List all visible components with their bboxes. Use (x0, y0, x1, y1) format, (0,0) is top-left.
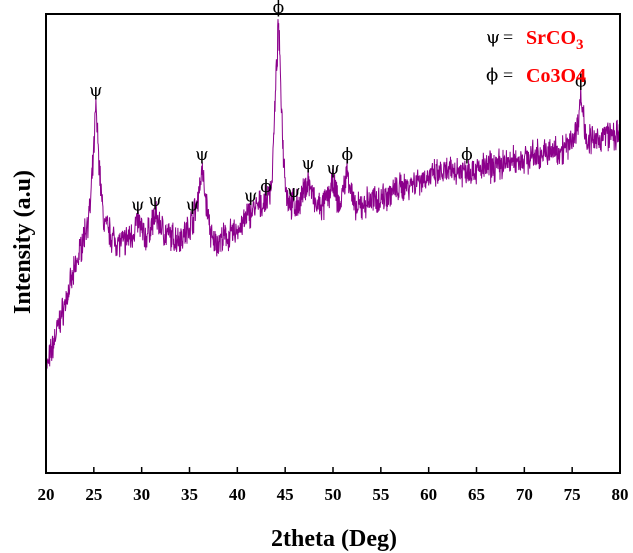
peak-marker: ψ (195, 145, 208, 165)
peak-marker: ϕ (273, 0, 285, 18)
peak-marker: ψ (287, 182, 300, 202)
x-tick-label: 40 (229, 485, 246, 504)
legend-entry-srco3: ψ = SrCO3 (486, 27, 584, 53)
plot-area (45, 19, 621, 380)
peak-marker: ψ (131, 196, 144, 216)
x-tick-label: 55 (372, 485, 389, 504)
x-tick-label: 60 (420, 485, 437, 504)
x-tick-label: 20 (38, 485, 55, 504)
legend-formula-co3o4: Co3O4 (526, 65, 586, 87)
x-tick-label: 45 (277, 485, 294, 504)
legend-psi-symbol: ψ (486, 27, 500, 48)
x-tick-label: 30 (133, 485, 150, 504)
x-axis-ticks: 20 25 30 35 40 45 50 55 60 65 70 75 80 (38, 467, 629, 504)
peak-marker: ϕ (260, 177, 272, 197)
xrd-series-line (45, 19, 621, 380)
y-axis-label: Intensity (a.u) (10, 170, 36, 314)
peak-marker: ψ (326, 159, 339, 179)
x-axis-label: 2theta (Deg) (271, 526, 397, 552)
peak-marker: ψ (301, 154, 314, 174)
peak-marker: ϕ (575, 72, 587, 92)
peak-marker: ψ (186, 196, 199, 216)
peak-marker: ψ (89, 81, 102, 101)
legend: ψ = SrCO3 ϕ = Co3O4 (486, 27, 586, 87)
x-tick-label: 65 (468, 485, 485, 504)
legend-equals: = (503, 65, 513, 85)
x-tick-label: 25 (85, 485, 102, 504)
legend-entry-co3o4: ϕ = Co3O4 (486, 65, 586, 87)
x-tick-label: 75 (564, 485, 581, 504)
x-tick-label: 70 (516, 485, 533, 504)
plot-frame (45, 13, 621, 474)
legend-formula-srco3: SrCO3 (526, 27, 584, 53)
x-tick-label: 80 (612, 485, 629, 504)
peak-marker: ϕ (342, 145, 354, 165)
peak-marker: ϕ (461, 145, 473, 165)
legend-formula-srco3-sub: 3 (576, 37, 584, 53)
x-tick-label: 50 (325, 485, 342, 504)
x-tick-label: 35 (181, 485, 198, 504)
peak-marker: ψ (244, 186, 257, 206)
legend-equals: = (503, 27, 513, 47)
peak-marker: ψ (148, 191, 161, 211)
legend-phi-symbol: ϕ (486, 65, 498, 86)
legend-formula-srco3-main: SrCO (526, 27, 576, 49)
